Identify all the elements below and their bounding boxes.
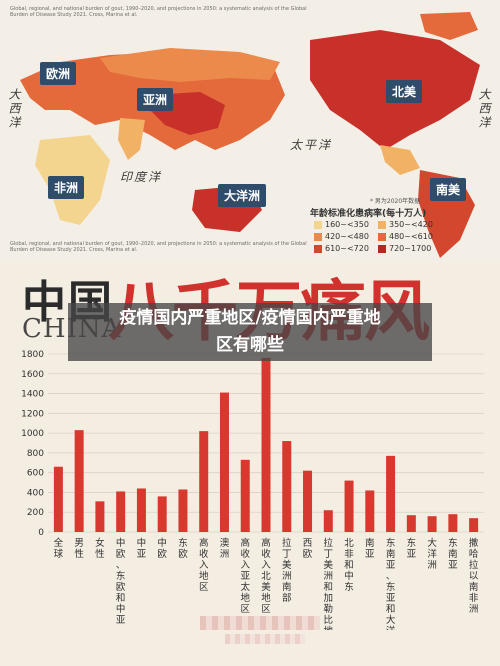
central-america-shape: [380, 145, 420, 175]
bar: [386, 455, 396, 532]
india-shape: [118, 118, 145, 160]
greenland-shape: [420, 12, 478, 40]
x-tick-label: 南亚: [365, 537, 375, 560]
y-tick-label: 0: [38, 528, 44, 538]
x-tick-label: 中欧、东欧和中亚: [116, 537, 126, 626]
legend-swatch: [378, 244, 386, 253]
legend-item: 350~<420: [378, 220, 433, 229]
bar: [157, 496, 167, 532]
legend-note: * 男为2020年数据: [370, 198, 421, 205]
blurred-watermark: [225, 634, 305, 644]
region-tag-north-america: 北美: [386, 80, 423, 103]
ocean-label-indian: 印度洋: [120, 170, 163, 184]
ocean-label-pacific: 太平洋: [290, 138, 333, 152]
x-tick-label: 高收入地区: [199, 537, 209, 593]
x-tick-label: 东南亚: [448, 537, 458, 571]
bar: [427, 516, 437, 532]
legend-label: 610~<720: [325, 244, 369, 253]
bar: [136, 488, 146, 532]
y-tick-label: 600: [27, 469, 44, 479]
x-tick-label: 东亚: [407, 537, 417, 560]
bar: [448, 514, 458, 532]
legend-item: 160~<350: [314, 220, 369, 229]
x-tick-label: 东南亚、东亚和大洋洲: [386, 537, 396, 630]
ocean-label-atlantic-left: 大西洋: [7, 88, 21, 130]
legend-label: 480~<610: [389, 232, 433, 241]
bar: [344, 480, 354, 532]
banner-line-1: 疫情国内严重地区/疫情国内严重地: [119, 308, 381, 328]
legend-label: 350~<420: [389, 220, 433, 229]
overlay-banner: 疫情国内严重地区/疫情国内严重地 区有哪些: [68, 303, 432, 361]
x-tick-label: 澳洲: [220, 537, 230, 560]
x-tick-label: 北非和中东: [344, 538, 354, 593]
bar: [303, 470, 313, 532]
bar: [282, 441, 292, 532]
legend-item: 610~<720: [314, 244, 369, 253]
x-tick-label: 东欧: [178, 537, 188, 560]
y-tick-label: 1800: [21, 350, 44, 360]
region-tag-south-america: 南美: [430, 178, 467, 201]
bar: [240, 459, 250, 532]
prevalence-bar-chart: 020040060080010001200140016001800全球男性女性中…: [21, 350, 484, 630]
region-tag-oceania: 大洋洲: [218, 184, 267, 207]
legend-swatch: [314, 220, 322, 229]
y-tick-label: 400: [27, 488, 44, 498]
bar: [261, 357, 271, 532]
bar: [74, 430, 84, 532]
world-map: Global, regional, and national burden of…: [0, 0, 500, 262]
y-tick-label: 1200: [21, 409, 44, 419]
bar: [53, 466, 63, 532]
x-tick-label: 高收入北美地区: [261, 537, 271, 615]
x-tick-label: 撒哈拉以南非洲: [469, 537, 479, 615]
x-tick-label: 中亚: [137, 537, 147, 560]
bar: [219, 392, 229, 532]
y-tick-label: 200: [27, 508, 44, 518]
legend-swatch: [378, 232, 386, 241]
legend-title: 年龄标准化患病率(每十万人): [310, 209, 427, 219]
bar: [406, 515, 416, 532]
map-source-note: Global, regional, and national burden of…: [10, 6, 307, 18]
x-tick-label: 全球: [54, 537, 64, 560]
y-tick-label: 1600: [21, 370, 44, 380]
banner-line-2: 区有哪些: [216, 335, 284, 355]
bar: [323, 510, 333, 532]
legend-swatch: [314, 244, 322, 253]
legend-item: 720~1700: [378, 244, 431, 253]
world-map-graphic: [20, 12, 480, 258]
legend-label: 720~1700: [389, 244, 432, 253]
bar: [116, 491, 126, 532]
x-tick-label: 拉丁美洲和加勒比地区: [324, 537, 334, 630]
region-tag-africa: 非洲: [48, 176, 85, 199]
y-tick-label: 800: [27, 449, 44, 459]
legend-item: 480~<610: [378, 232, 433, 241]
x-tick-label: 西欧: [303, 538, 313, 560]
legend-swatch: [314, 232, 322, 241]
x-tick-label: 大洋洲: [427, 537, 437, 571]
bar: [365, 490, 375, 532]
x-tick-label: 男性: [74, 538, 84, 560]
x-tick-label: 中欧: [157, 537, 167, 560]
region-tag-europe: 欧洲: [40, 62, 77, 85]
blurred-watermark: [200, 616, 320, 630]
bar: [199, 431, 209, 532]
ocean-label-atlantic-right: 大西洋: [477, 88, 491, 130]
y-tick-label: 1000: [21, 429, 44, 439]
russia-shape: [100, 48, 280, 82]
legend-label: 420~<480: [325, 232, 369, 241]
chart-source-note: Global, regional, and national burden of…: [10, 241, 307, 253]
bar: [95, 501, 105, 532]
bar: [469, 518, 479, 532]
bar: [178, 489, 188, 532]
x-tick-label: 拉丁美洲南部: [282, 537, 292, 604]
region-tag-asia: 亚洲: [137, 88, 174, 111]
x-tick-label: 女性: [95, 537, 105, 560]
legend-swatch: [378, 220, 386, 229]
y-tick-label: 1400: [21, 390, 44, 400]
legend-item: 420~<480: [314, 232, 369, 241]
x-tick-label: 高收入亚太地区: [240, 537, 250, 615]
legend-label: 160~<350: [325, 220, 369, 229]
